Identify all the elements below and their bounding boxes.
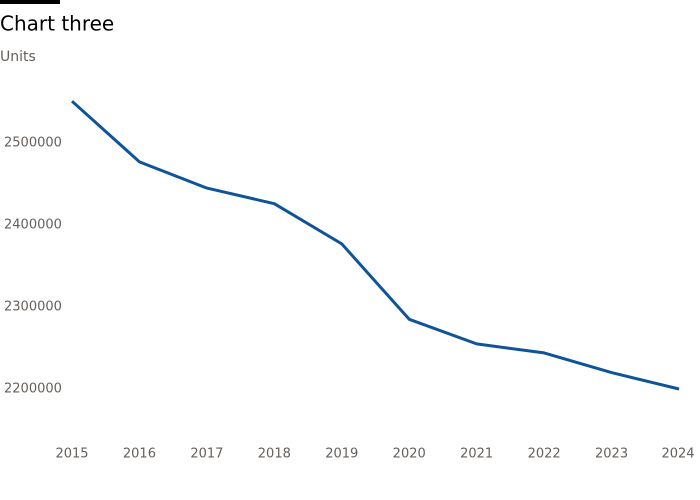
y-tick-label: 2200000 <box>4 382 62 397</box>
line-series <box>70 100 680 391</box>
x-tick-label: 2015 <box>55 447 88 462</box>
y-tick-label: 2300000 <box>4 300 62 315</box>
x-tick-label: 2018 <box>258 447 291 462</box>
x-tick-label: 2019 <box>325 447 358 462</box>
x-tick-label: 2017 <box>190 447 223 462</box>
chart-title: Chart three <box>0 12 114 36</box>
x-tick-label: 2023 <box>595 447 628 462</box>
y-tick-label: 2400000 <box>4 218 62 233</box>
x-tick-label: 2016 <box>123 447 156 462</box>
brand-bar <box>0 0 60 4</box>
chart-subtitle: Units <box>0 49 36 65</box>
x-tick-label: 2024 <box>661 447 694 462</box>
x-tick-label: 2020 <box>393 447 426 462</box>
y-tick-label: 2500000 <box>4 136 62 151</box>
x-tick-label: 2021 <box>460 447 493 462</box>
x-tick-label: 2022 <box>528 447 561 462</box>
